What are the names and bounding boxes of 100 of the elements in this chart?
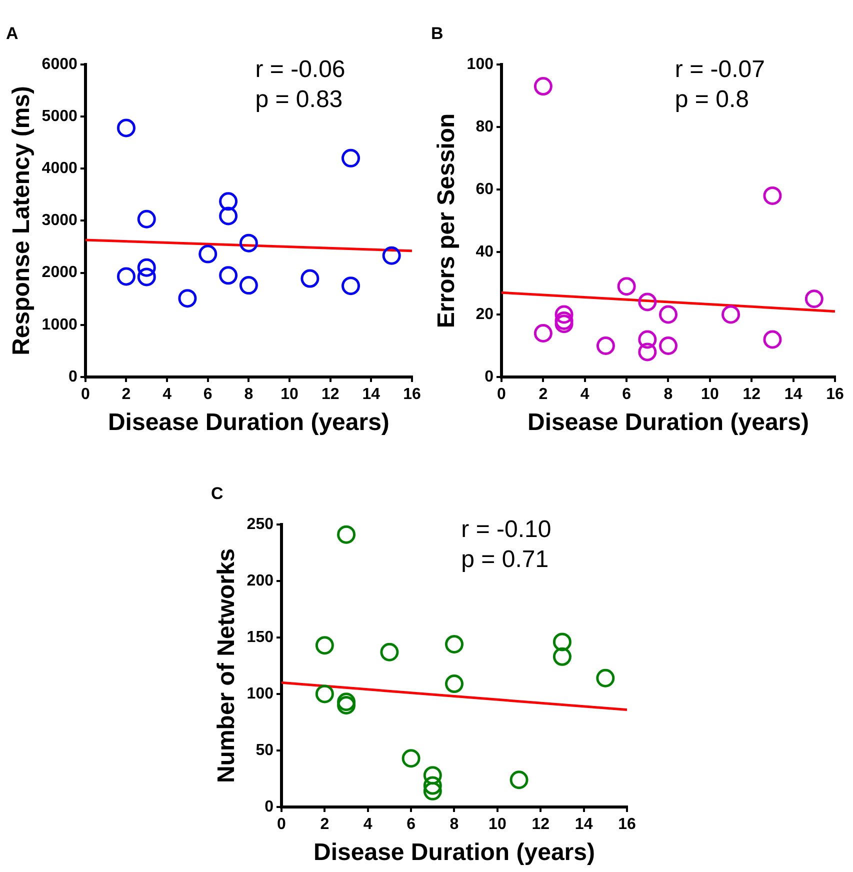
y-tick-label: 0 — [484, 368, 494, 386]
annotation: p = 0.8 — [674, 86, 749, 114]
point — [534, 77, 552, 96]
point — [722, 305, 740, 324]
point — [554, 311, 574, 330]
point — [380, 642, 399, 662]
x-tick-label: 2 — [320, 816, 330, 834]
point — [659, 336, 678, 355]
x-tick-label: 8 — [450, 816, 459, 834]
annotation: p = 0.71 — [461, 546, 549, 574]
point — [219, 266, 238, 285]
x-tick-label: 16 — [403, 386, 421, 404]
y-tick-label: 2000 — [42, 264, 78, 282]
x-tick-label: 12 — [321, 386, 340, 404]
annotation: r = -0.06 — [255, 56, 346, 84]
y-axis-title: Number of Networks — [213, 548, 240, 784]
y-tick-label: 3000 — [42, 212, 78, 230]
x-tick-label: 6 — [622, 386, 632, 404]
point — [596, 668, 615, 688]
x-tick-label: 10 — [701, 386, 719, 404]
point — [137, 258, 156, 277]
point — [423, 766, 442, 785]
chart-title: A — [6, 24, 18, 43]
y-tick-label: 5000 — [42, 108, 78, 125]
x-tick-label: 12 — [532, 816, 550, 834]
y-tick-label: 100 — [466, 56, 494, 73]
point — [198, 244, 218, 264]
x-tick-label: 14 — [362, 386, 380, 404]
point — [315, 636, 334, 655]
annotation: p = 0.83 — [255, 86, 343, 114]
x-tick-label: 14 — [784, 386, 802, 404]
y-tick-label: 200 — [246, 572, 274, 590]
annotation: r = -0.07 — [674, 56, 765, 84]
point — [178, 289, 197, 308]
x-tick-label: 12 — [742, 386, 761, 404]
x-tick-label: 16 — [618, 816, 636, 834]
point — [638, 330, 657, 349]
x-tick-label: 10 — [280, 386, 299, 404]
point — [534, 324, 552, 342]
point — [763, 186, 782, 205]
point — [659, 305, 678, 324]
chart-title: C — [211, 484, 224, 503]
point — [804, 290, 824, 308]
point — [342, 148, 360, 168]
y-axis-title: Response Latency (ms) — [8, 86, 36, 356]
x-tick-label: 6 — [203, 386, 212, 404]
y-tick-label: 0 — [68, 368, 78, 386]
point — [337, 696, 356, 715]
y-tick-label: 40 — [476, 243, 494, 260]
x-tick-label: 14 — [574, 816, 593, 834]
point — [116, 267, 136, 286]
point — [638, 342, 657, 362]
x-tick-label: 4 — [162, 386, 172, 404]
y-tick-label: 80 — [476, 118, 494, 136]
y-tick-label: 1000 — [42, 316, 78, 334]
point — [137, 210, 156, 228]
y-tick-label: 0 — [264, 798, 274, 816]
point — [423, 782, 442, 800]
x-tick-label: 2 — [122, 386, 131, 404]
x-tick-label: 8 — [664, 386, 673, 404]
chart-title: B — [431, 24, 444, 43]
x-tick-label: 6 — [406, 816, 416, 834]
y-tick-label: 4000 — [42, 160, 78, 178]
x-tick-label: 0 — [497, 386, 506, 404]
point — [382, 246, 401, 265]
x-tick-label: 0 — [80, 386, 90, 404]
x-tick-label: 10 — [488, 816, 506, 834]
point — [219, 192, 238, 211]
x-tick-label: 8 — [244, 386, 254, 404]
point — [239, 276, 258, 295]
y-tick-label: 150 — [246, 628, 274, 646]
x-tick-label: 16 — [826, 386, 844, 404]
point — [510, 770, 528, 790]
point — [554, 314, 574, 334]
point — [219, 206, 238, 226]
point — [552, 632, 572, 652]
x-axis-title: Disease Duration (years) — [108, 409, 390, 436]
point — [315, 684, 334, 704]
point — [239, 234, 258, 252]
x-axis-title: Disease Duration (years) — [314, 839, 595, 866]
x-tick-label: 4 — [363, 816, 372, 834]
y-tick-label: 60 — [476, 180, 494, 198]
point — [445, 674, 464, 694]
point — [596, 336, 615, 355]
x-tick-label: 4 — [580, 386, 590, 404]
y-tick-label: 50 — [256, 742, 274, 759]
point — [337, 692, 356, 712]
x-axis-title: Disease Duration (years) — [528, 409, 809, 436]
point — [763, 330, 782, 349]
point — [116, 118, 136, 138]
point — [445, 634, 464, 654]
point — [552, 647, 572, 666]
y-tick-label: 100 — [246, 685, 274, 702]
y-tick-label: 250 — [246, 516, 274, 533]
point — [402, 749, 420, 768]
point — [137, 268, 156, 286]
y-tick-label: 6000 — [42, 56, 78, 73]
point — [300, 269, 320, 288]
point — [337, 525, 356, 544]
x-tick-label: 2 — [538, 386, 548, 404]
